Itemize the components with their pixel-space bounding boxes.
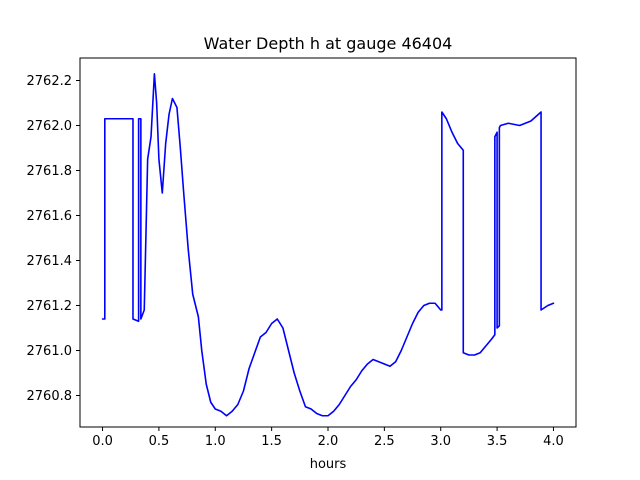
y-tick-label: 2761.0 [27, 344, 73, 359]
x-tick-label: 2.5 [374, 434, 395, 449]
x-tick-label: 0.0 [92, 434, 113, 449]
plot-area [79, 57, 577, 428]
series-line-0 [101, 72, 555, 417]
x-tick-label: 4.0 [543, 434, 564, 449]
x-tick-label: 1.5 [261, 434, 282, 449]
y-tick-label: 2762.0 [27, 119, 73, 134]
y-tick-label: 2761.8 [27, 164, 73, 179]
x-tick-label: 1.0 [205, 434, 226, 449]
y-tick-label: 2761.6 [27, 209, 73, 224]
x-axis: 0.0 0.5 1.0 1.5 2.0 2.5 3.0 3.5 4.0 [92, 427, 564, 449]
x-tick-label: 3.5 [487, 434, 508, 449]
x-axis-label: hours [310, 457, 347, 472]
y-tick-label: 2761.4 [27, 254, 73, 269]
chart-title: Water Depth h at gauge 46404 [204, 34, 453, 53]
y-tick-label: 2762.2 [27, 74, 73, 89]
y-axis: 2760.8 2761.0 2761.2 2761.4 2761.6 2761.8 2762… [27, 74, 80, 404]
x-tick-label: 3.0 [430, 434, 451, 449]
plot-background [80, 58, 576, 427]
x-tick-label: 0.5 [149, 434, 170, 449]
series-layer [101, 72, 555, 417]
y-tick-label: 2760.8 [27, 389, 73, 404]
x-tick-label: 2.0 [318, 434, 339, 449]
y-tick-label: 2761.2 [27, 299, 73, 314]
